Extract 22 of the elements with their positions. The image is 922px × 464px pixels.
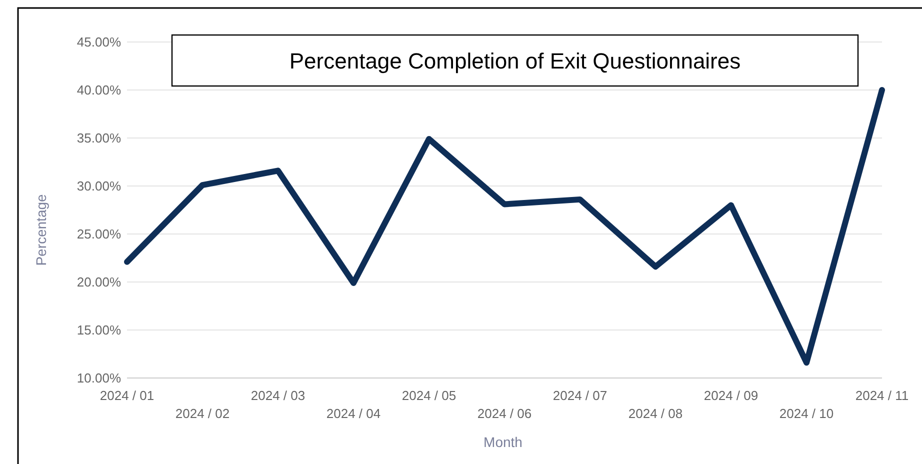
chart-title: Percentage Completion of Exit Questionnaires [289,48,741,74]
y-tick-label: 40.00% [76,82,122,98]
x-tick-label: 2024 / 03 [250,388,306,403]
x-axis-title: Month [484,434,522,450]
x-tick-label: 2024 / 05 [402,388,456,403]
y-tick-label: 15.00% [76,322,122,338]
x-tick-label: 2024 / 01 [100,388,154,403]
x-tick-label: 2024 / 08 [628,406,683,421]
x-tick-label: 2024 / 09 [704,388,758,403]
y-tick-label: 10.00% [76,370,122,386]
x-tick-label: 2024 / 02 [175,406,230,421]
y-tick-label: 45.00% [76,34,122,50]
x-tick-label: 2024 / 11 [855,388,909,403]
x-tick-label: 2024 / 10 [779,406,834,421]
x-tick-label: 2024 / 07 [552,388,608,403]
x-tick-label: 2024 / 06 [477,406,532,421]
y-tick-label: 25.00% [76,226,122,242]
y-tick-label: 30.00% [76,178,122,194]
y-axis-title: Percentage [33,194,49,266]
y-tick-label: 20.00% [76,274,122,290]
y-tick-label: 35.00% [76,130,122,146]
x-tick-label: 2024 / 04 [326,406,381,421]
